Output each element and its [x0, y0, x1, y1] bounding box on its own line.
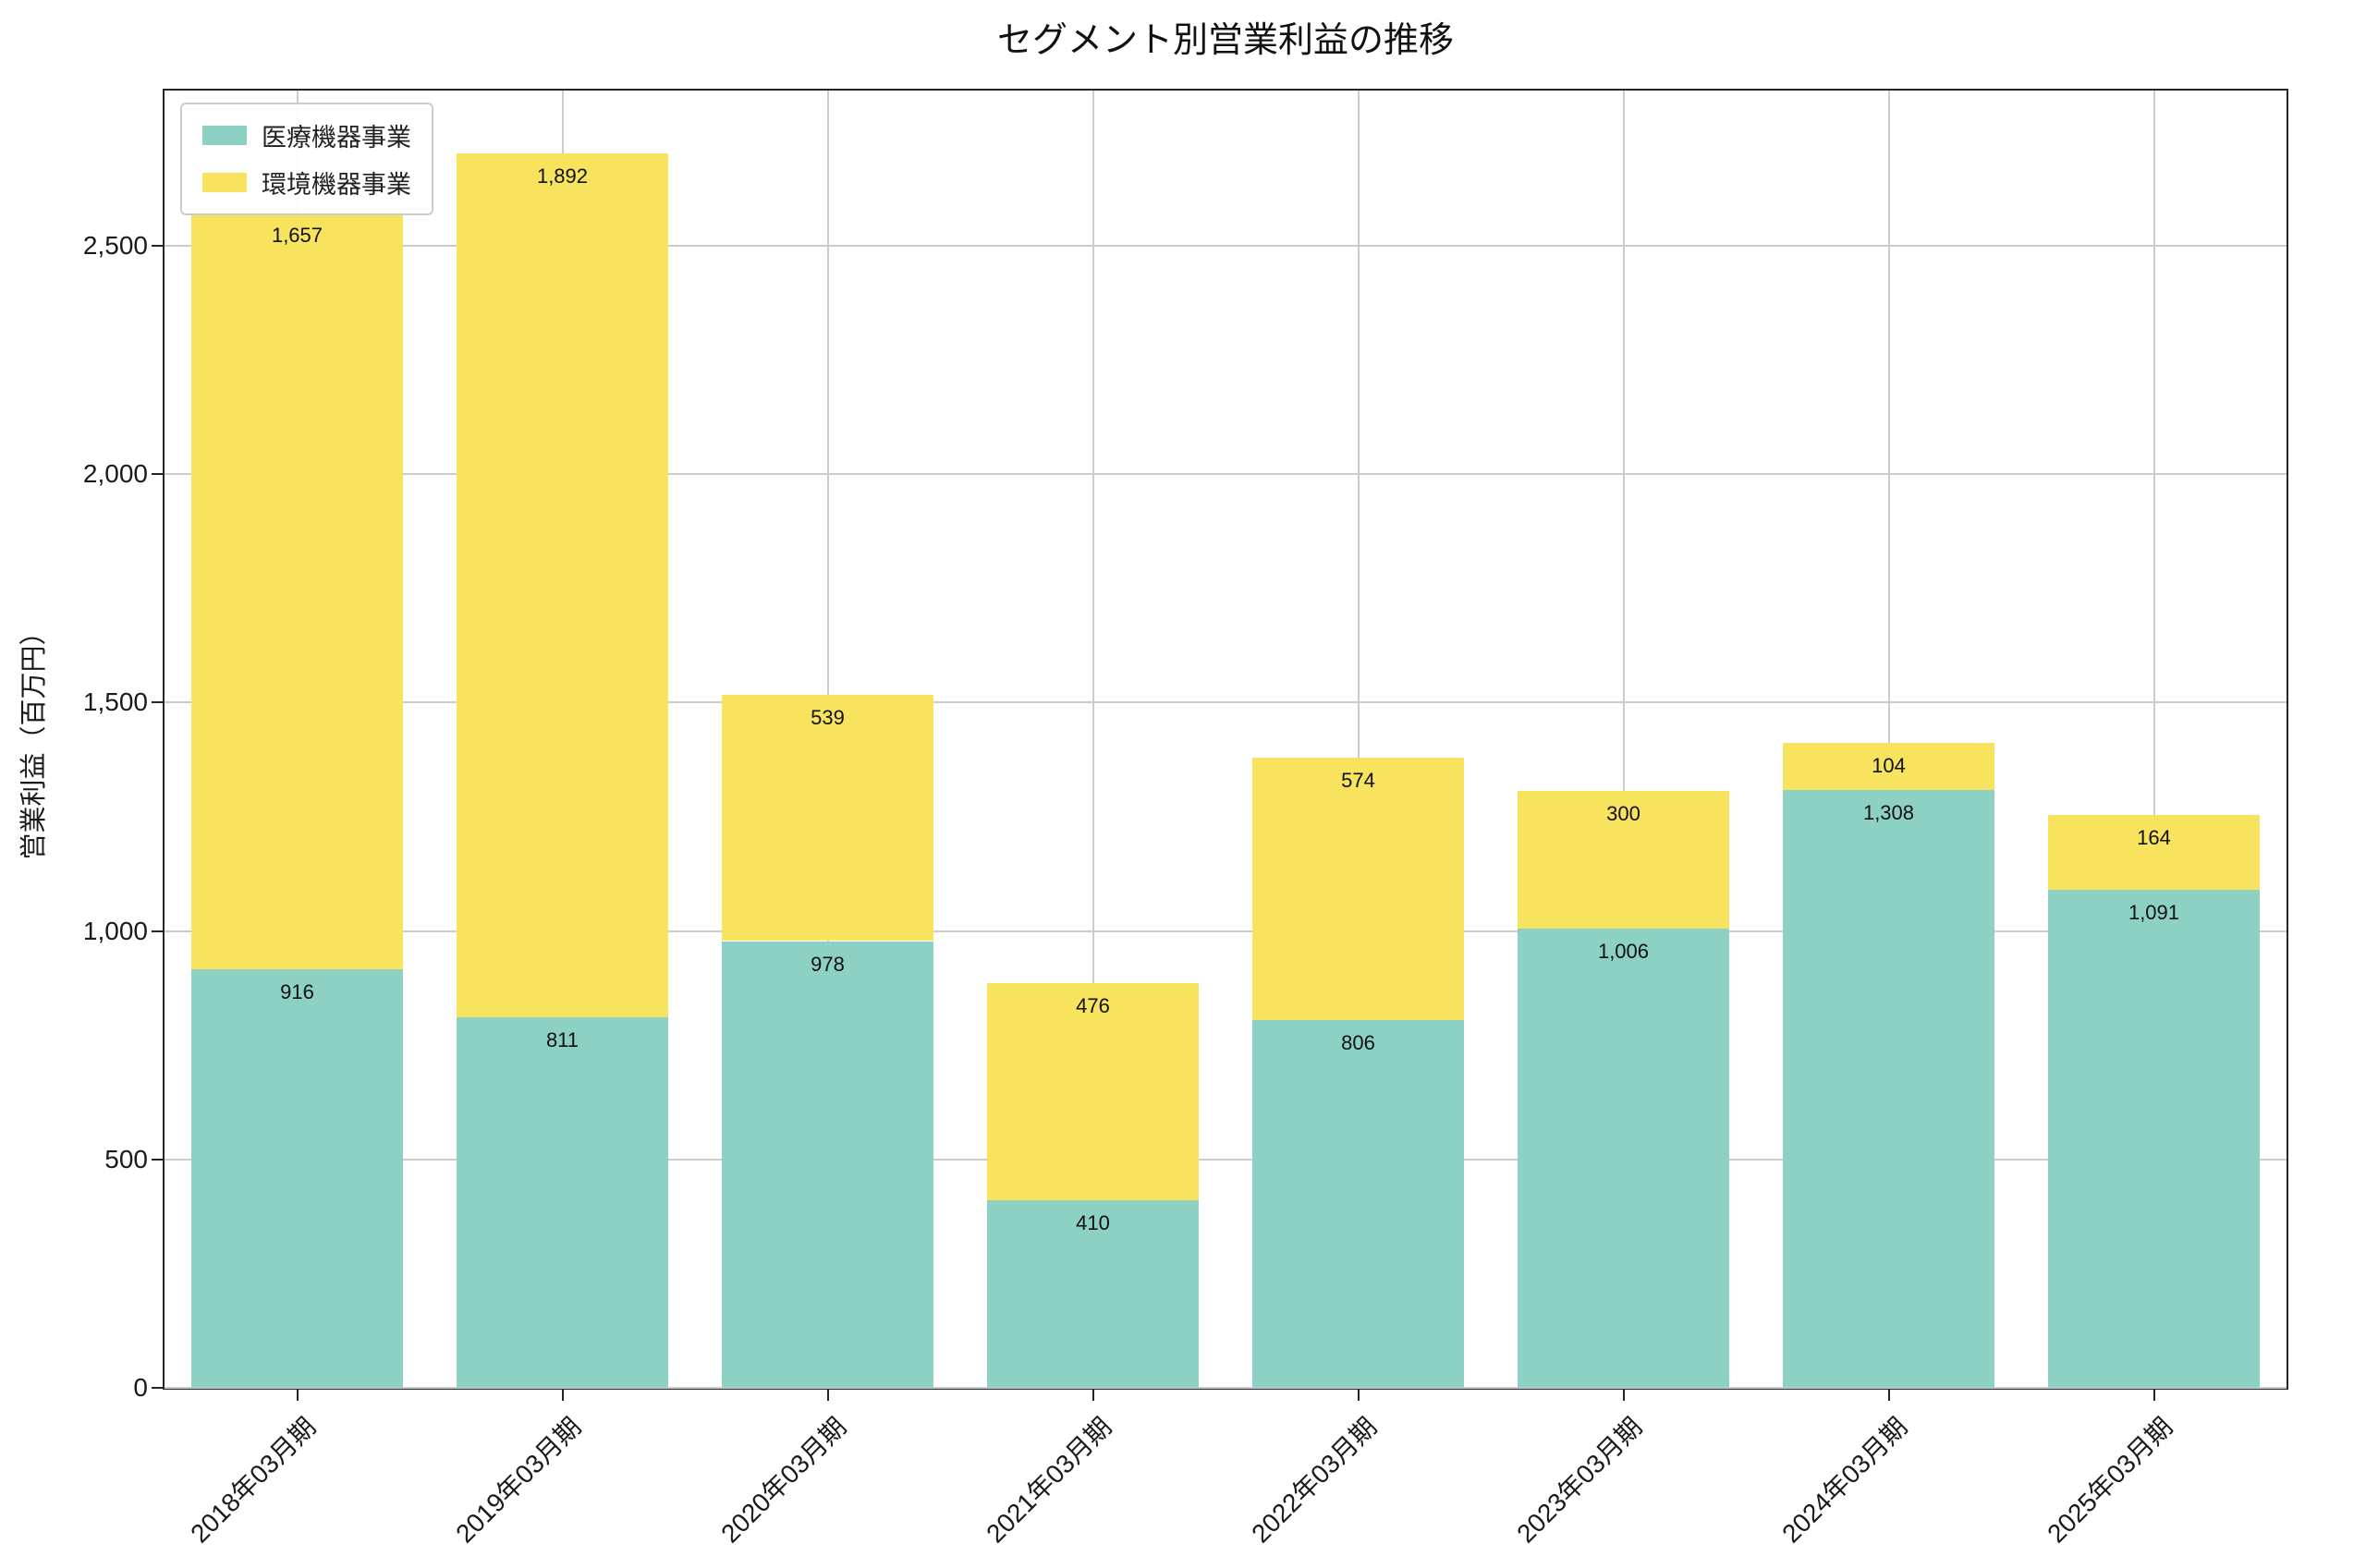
x-tick-mark	[561, 1390, 564, 1401]
legend-swatch	[202, 126, 247, 145]
y-tick-label: 2,500	[82, 231, 148, 261]
chart-title: セグメント別営業利益の推移	[996, 21, 1455, 60]
x-tick-label: 2021年03月期	[981, 1412, 1117, 1549]
bar-segment	[1782, 742, 1995, 791]
bar-value-label: 811	[545, 1028, 579, 1052]
horizontal-grid-line	[165, 473, 2287, 476]
bar-segment	[1251, 1019, 1465, 1388]
bar-segment	[456, 1017, 669, 1388]
bar-value-label: 806	[1341, 1030, 1375, 1054]
horizontal-grid-line	[165, 245, 2287, 248]
x-tick-mark	[1357, 1390, 1360, 1401]
vertical-grid-line	[1887, 91, 1890, 1388]
y-tick-mark	[152, 1387, 163, 1389]
x-tick-label: 2024年03月期	[1776, 1412, 1913, 1549]
x-tick-mark	[1092, 1390, 1094, 1401]
x-tick-label: 2023年03月期	[1511, 1412, 1648, 1549]
vertical-grid-line	[1357, 91, 1360, 1388]
bar-segment	[1517, 928, 1730, 1388]
bar-value-label: 1,308	[1862, 801, 1915, 825]
y-axis-label: 営業利益（百万円）	[19, 618, 49, 860]
y-tick-mark	[152, 930, 163, 932]
legend-item: 環境機器事業	[202, 164, 411, 201]
bar-segment	[986, 1200, 1200, 1388]
bar-value-label: 1,006	[1597, 939, 1650, 963]
bar-value-label: 1,091	[2128, 900, 2180, 924]
bar-segment	[1782, 790, 1995, 1388]
legend-item: 医療機器事業	[202, 117, 411, 153]
horizontal-grid-line	[165, 701, 2287, 704]
bar-segment	[190, 969, 404, 1388]
bar-segment	[190, 212, 404, 970]
bar-value-label: 300	[1606, 802, 1640, 826]
x-tick-mark	[826, 1390, 829, 1401]
vertical-grid-line	[1622, 91, 1625, 1388]
legend: 医療機器事業 環境機器事業	[180, 103, 433, 215]
bar-segment	[721, 695, 934, 942]
y-tick-label: 2,000	[82, 459, 148, 489]
x-tick-mark	[1887, 1390, 1890, 1401]
y-tick-mark	[152, 701, 163, 704]
bar-segment	[1517, 791, 1730, 929]
bar-value-label: 476	[1076, 993, 1110, 1017]
legend-series-label: 環境機器事業	[262, 171, 411, 199]
x-tick-label: 2020年03月期	[715, 1412, 852, 1549]
bar-value-label: 574	[1341, 768, 1375, 792]
bar-segment	[456, 152, 669, 1018]
x-tick-mark	[1622, 1390, 1625, 1401]
y-tick-label: 1,000	[82, 916, 148, 945]
bar-segment	[2047, 814, 2261, 890]
bar-value-label: 164	[2137, 825, 2171, 849]
x-tick-label: 2018年03月期	[185, 1412, 322, 1549]
bar-segment	[2047, 889, 2261, 1388]
bar-value-label: 978	[811, 952, 845, 976]
y-tick-mark	[152, 473, 163, 476]
bar-segment	[986, 982, 1200, 1201]
bar-value-label: 916	[280, 980, 314, 1004]
vertical-grid-line	[1092, 91, 1094, 1388]
legend-series-label: 医療機器事業	[262, 124, 411, 152]
bar-segment	[1251, 757, 1465, 1020]
vertical-grid-line	[2153, 91, 2155, 1388]
bar-value-label: 104	[1872, 753, 1906, 777]
x-tick-mark	[296, 1390, 299, 1401]
plot-area: 916 1,657 811 1,892 978 539 410 476 806 574 1,006 3…	[163, 89, 2288, 1390]
x-tick-label: 2019年03月期	[450, 1412, 587, 1549]
horizontal-grid-line	[165, 1387, 2287, 1389]
horizontal-grid-line	[165, 930, 2287, 932]
bar-value-label: 410	[1076, 1211, 1110, 1235]
horizontal-grid-line	[165, 1158, 2287, 1161]
legend-swatch	[202, 173, 247, 192]
y-tick-label: 0	[133, 1373, 148, 1402]
bar-value-label: 1,657	[271, 223, 323, 247]
bar-value-label: 539	[811, 706, 845, 730]
x-tick-label: 2025年03月期	[2042, 1412, 2178, 1549]
x-tick-label: 2022年03月期	[1246, 1412, 1383, 1549]
y-tick-mark	[152, 245, 163, 248]
bar-value-label: 1,892	[536, 164, 589, 188]
bar-segment	[721, 941, 934, 1388]
x-tick-mark	[2153, 1390, 2155, 1401]
y-tick-label: 1,500	[82, 687, 148, 717]
y-tick-label: 500	[104, 1144, 148, 1173]
y-tick-mark	[152, 1158, 163, 1161]
